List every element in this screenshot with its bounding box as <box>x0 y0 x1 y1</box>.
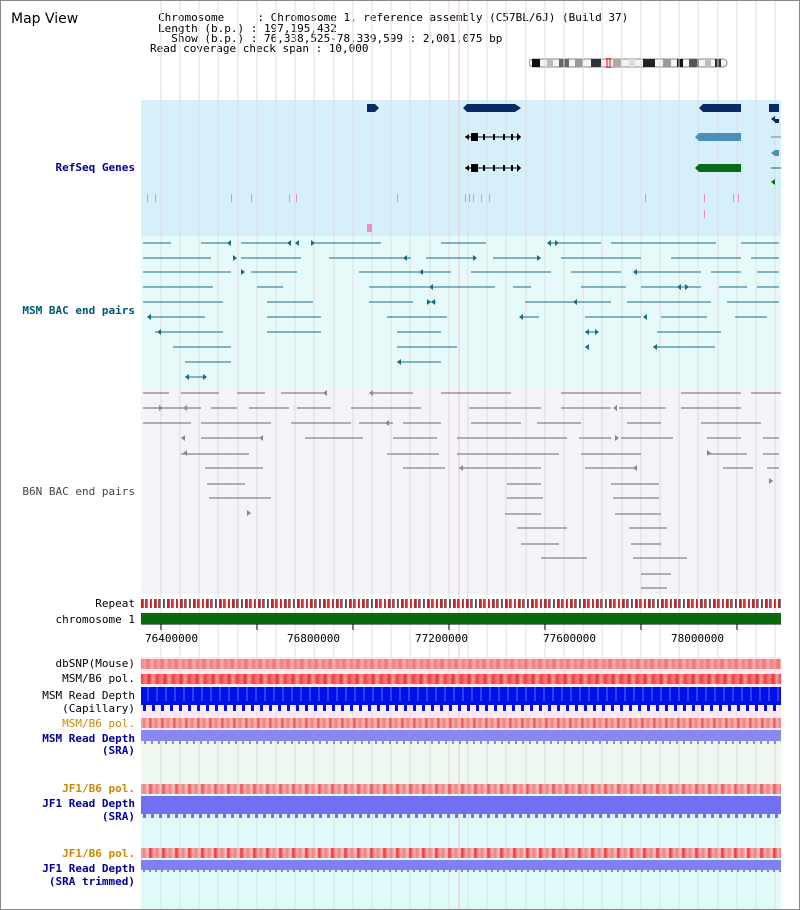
track-label-b6n-bac[interactable]: B6N BAC end pairs <box>22 485 135 498</box>
length-info: Length (b.p.) : 197,195,432 <box>158 22 337 35</box>
coordinate-axis <box>141 624 781 630</box>
jf1-read-depth-sra-track[interactable] <box>141 796 781 826</box>
axis-tick: 76800000 <box>287 632 340 645</box>
chromosome-bar[interactable] <box>141 613 781 624</box>
chromosome-info: Chromosome : Chromosome 1, reference ass… <box>158 11 629 24</box>
msm-b6-pol-track-2[interactable] <box>141 718 781 728</box>
track-label-jf1-read-depth-sra-sub: (SRA) <box>101 810 135 823</box>
track-label-jf1-read-depth-sra[interactable]: JF1 Read Depth <box>42 797 135 810</box>
track-label-msm-b6-pol-2[interactable]: MSM/B6 pol. <box>62 717 135 730</box>
axis-tick: 77600000 <box>543 632 596 645</box>
track-label-refseq[interactable]: RefSeq Genes <box>55 161 135 174</box>
track-label-jf1-b6-pol-1[interactable]: JF1/B6 pol. <box>62 782 135 795</box>
axis-tick: 78000000 <box>671 632 724 645</box>
refseq-gene-features[interactable] <box>141 100 781 236</box>
axis-tick: 76400000 <box>145 632 198 645</box>
track-label-repeat[interactable]: Repeat <box>95 597 135 610</box>
b6n-bac-track-bg <box>141 388 781 594</box>
track-label-msm-b6-pol-1[interactable]: MSM/B6 pol. <box>62 672 135 685</box>
repeat-track[interactable] <box>141 599 781 608</box>
track-label-msm-read-depth-cap-sub: (Capillary) <box>62 702 135 715</box>
msm-read-depth-sra-track[interactable] <box>141 730 781 750</box>
dbsnp-track[interactable] <box>141 659 781 669</box>
track-label-dbsnp[interactable]: dbSNP(Mouse) <box>55 657 135 670</box>
track-label-jf1-read-depth-trim[interactable]: JF1 Read Depth <box>42 862 135 875</box>
grid-lines <box>160 1 776 909</box>
b6n-bac-pairs[interactable] <box>141 388 781 594</box>
track-label-msm-read-depth-sra-sub: (SRA) <box>101 744 135 757</box>
msm-b6-pol-track-1[interactable] <box>141 674 781 684</box>
page-title: Map View <box>11 11 79 27</box>
msm-bac-track-bg <box>141 236 781 388</box>
axis-tick: 77200000 <box>415 632 468 645</box>
track-label-jf1-b6-pol-2[interactable]: JF1/B6 pol. <box>62 847 135 860</box>
jf1-b6-pol-track-1[interactable] <box>141 784 781 794</box>
msm-read-depth-capillary-track[interactable] <box>141 687 781 717</box>
refseq-track-bg <box>141 100 781 236</box>
jf1-read-depth-trimmed-track[interactable] <box>141 860 781 880</box>
track-label-chromosome[interactable]: chromosome 1 <box>55 613 135 626</box>
track-label-jf1-read-depth-trim-sub: (SRA trimmed) <box>48 875 135 888</box>
coverage-span-info: Read coverage check span : 10,000 <box>150 42 369 55</box>
track-label-msm-bac[interactable]: MSM BAC end pairs <box>22 304 135 317</box>
msm-bac-pairs[interactable] <box>141 236 781 388</box>
jf1-b6-pol-track-2[interactable] <box>141 848 781 858</box>
track-label-msm-read-depth-cap[interactable]: MSM Read Depth <box>42 689 135 702</box>
track-label-msm-read-depth-sra[interactable]: MSM Read Depth <box>42 732 135 745</box>
